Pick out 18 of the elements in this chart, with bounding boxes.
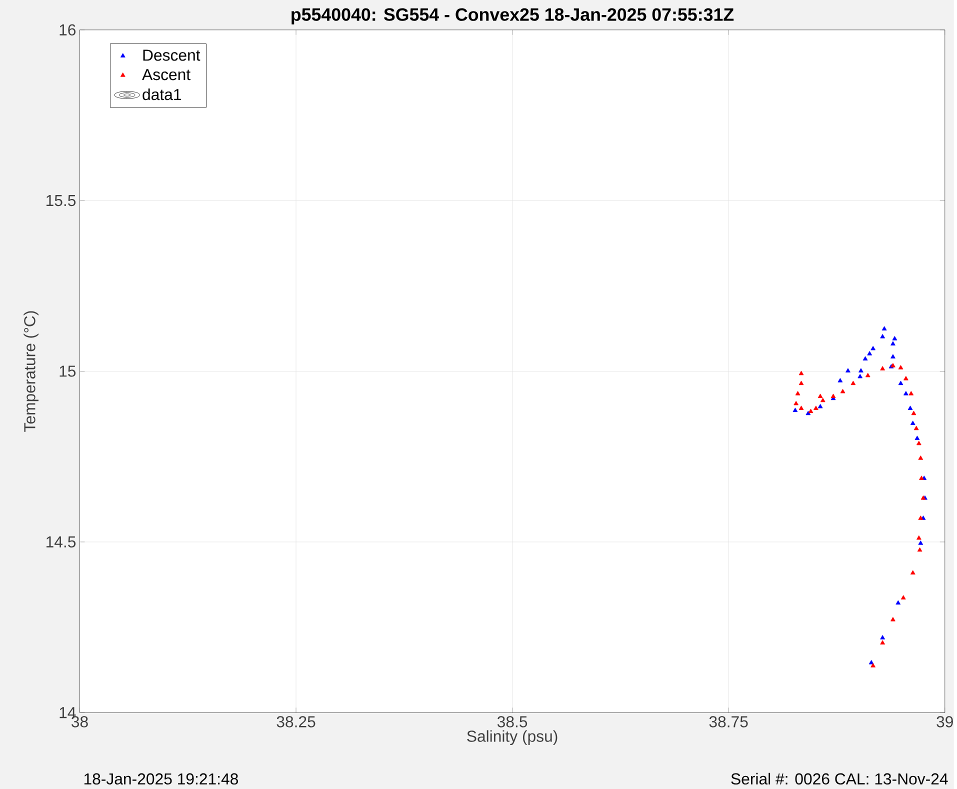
y-tick-label: 15.5 [46, 194, 76, 206]
legend-label: Ascent [142, 68, 190, 80]
x-tick-label: 39 [936, 716, 953, 728]
y-tick-label: 15 [60, 366, 76, 377]
legend-label: Descent [143, 50, 200, 61]
x-tick-label: 38.25 [276, 716, 316, 728]
text: Serial #: 0026 CAL: 13-Nov-24 [731, 772, 948, 784]
x-tick-label: 38.75 [709, 716, 748, 728]
x-tick-label: 38 [72, 716, 88, 728]
text: 18-Jan-2025 19:21:48 [84, 773, 238, 784]
chart-title: p5540040: SG554 - Convex25 18-Jan-2025 07:55:31Z [292, 8, 734, 24]
x-axis-title: Salinity (psu) [467, 730, 558, 745]
x-tick-label: 38.5 [497, 716, 528, 728]
y-axis-title: Temperature (°C) [24, 311, 38, 432]
legend-label: data1 [142, 88, 181, 100]
y-tick-label: 16 [60, 24, 76, 36]
y-tick-label: 14.5 [46, 536, 76, 548]
y-tick-label: 14 [60, 706, 76, 718]
